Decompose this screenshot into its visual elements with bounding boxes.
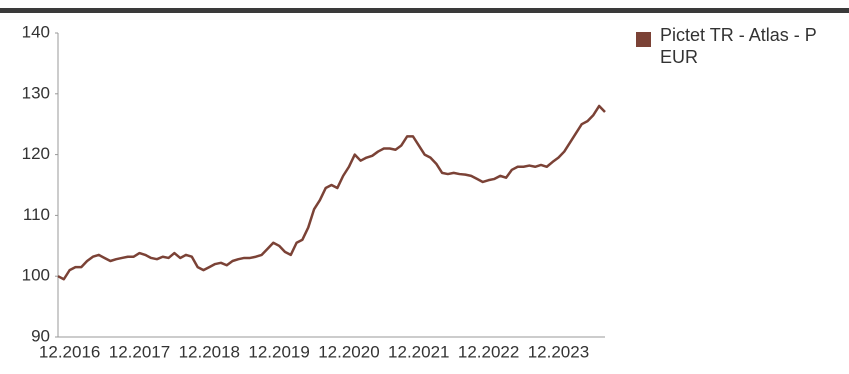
x-tick-label: 12.2023 xyxy=(528,342,589,361)
header-bar xyxy=(0,8,849,13)
x-tick-label: 12.2018 xyxy=(179,342,240,361)
x-tick-label: 12.2017 xyxy=(109,342,170,361)
legend: Pictet TR - Atlas - P EUR xyxy=(636,24,836,68)
y-tick-label: 100 xyxy=(22,266,50,285)
y-tick-label: 140 xyxy=(22,22,50,41)
y-tick-label: 120 xyxy=(22,144,50,163)
x-tick-label: 12.2020 xyxy=(318,342,379,361)
x-tick-label: 12.2019 xyxy=(248,342,309,361)
legend-swatch xyxy=(636,32,651,47)
y-tick-label: 110 xyxy=(23,205,50,224)
x-tick-label: 12.2016 xyxy=(39,342,100,361)
series-line xyxy=(57,104,606,281)
legend-label: Pictet TR - Atlas - P EUR xyxy=(660,25,817,67)
x-tick-label: 12.2022 xyxy=(458,342,519,361)
x-tick-label: 12.2021 xyxy=(388,342,449,361)
y-tick-label: 90 xyxy=(31,326,50,345)
y-tick-label: 130 xyxy=(22,83,50,102)
